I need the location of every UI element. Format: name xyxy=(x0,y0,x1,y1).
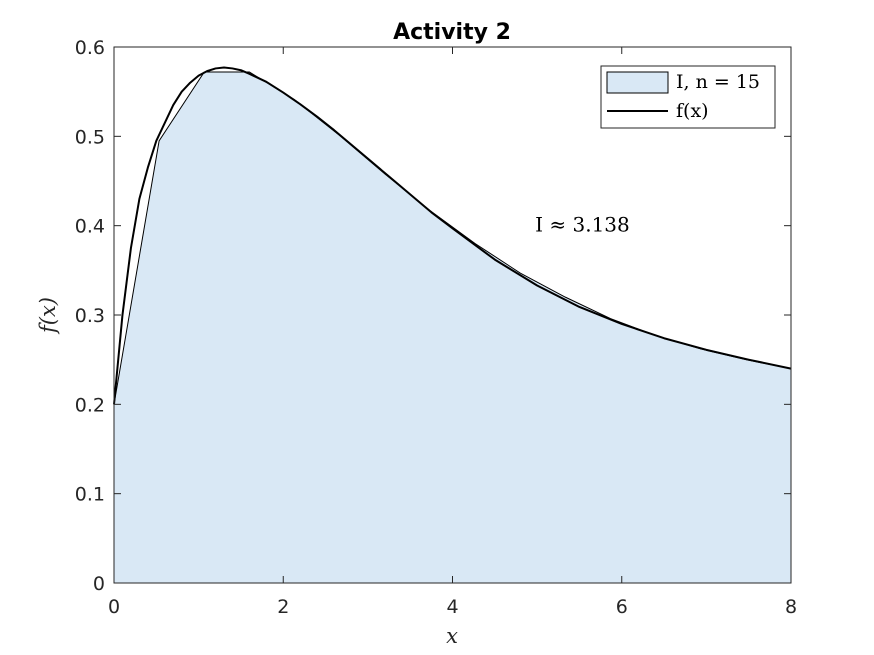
y-tick-label: 0.5 xyxy=(75,126,105,148)
y-tick-label: 0 xyxy=(93,573,105,595)
y-tick-label: 0.3 xyxy=(75,305,105,327)
chart-title: Activity 2 xyxy=(393,20,511,45)
legend-swatch-area xyxy=(606,71,669,94)
y-tick-label: 0.6 xyxy=(75,37,105,59)
legend-label-line: f(x) xyxy=(676,100,709,122)
x-axis-label: x xyxy=(446,624,458,648)
y-tick-label: 0.2 xyxy=(75,394,105,416)
tick-layer: 0 2 4 6 8 0 0.1 0.2 0.3 0.4 0.5 0.6 xyxy=(75,37,797,618)
fx-line xyxy=(113,66,792,405)
x-tick-label: 4 xyxy=(446,596,458,618)
x-tick-label: 8 xyxy=(785,596,797,618)
legend: I, n = 15 f(x) xyxy=(600,65,776,129)
legend-label-area: I, n = 15 xyxy=(676,71,760,93)
x-tick-label: 0 xyxy=(108,596,120,618)
integral-annotation: I ≈ 3.138 xyxy=(535,213,630,237)
y-tick-label: 0.1 xyxy=(75,484,105,506)
y-axis-label: f(x) xyxy=(36,297,60,335)
x-tick-label: 2 xyxy=(277,596,289,618)
y-tick-label: 0.4 xyxy=(75,216,105,238)
line-layer xyxy=(113,66,792,405)
x-tick-label: 6 xyxy=(616,596,628,618)
